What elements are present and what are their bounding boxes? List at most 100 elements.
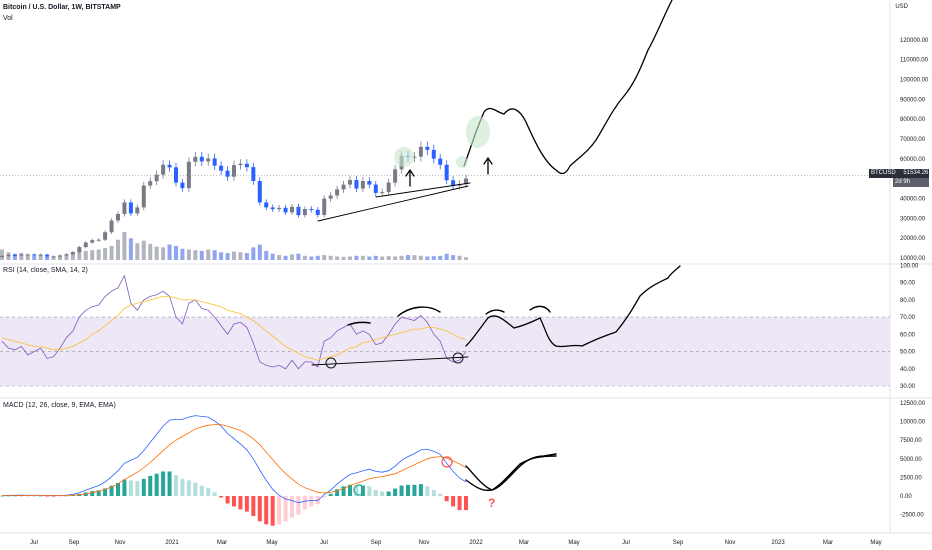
macd-histogram-bar bbox=[206, 487, 211, 496]
macd-histogram-bar bbox=[116, 482, 120, 496]
candle-body bbox=[380, 192, 385, 194]
x-tick-label: Jul bbox=[622, 540, 630, 546]
price-tick-label: 10000.00 bbox=[900, 256, 926, 262]
candle-body bbox=[212, 158, 217, 166]
volume-bar bbox=[83, 250, 88, 260]
volume-bar bbox=[206, 249, 211, 260]
volume-bar bbox=[19, 253, 24, 260]
macd-tick-label: 7500.00 bbox=[900, 438, 922, 444]
candle-body bbox=[393, 169, 398, 183]
volume-bar bbox=[122, 232, 127, 260]
macd-histogram-bar bbox=[418, 484, 423, 496]
macd-histogram-bar bbox=[122, 479, 127, 496]
macd-histogram-bar bbox=[128, 480, 133, 496]
volume-bar bbox=[38, 254, 43, 260]
volume-bar bbox=[45, 256, 50, 260]
rsi-tick-label: 50.00 bbox=[900, 350, 916, 356]
candle-body bbox=[96, 239, 101, 241]
macd-histogram-bar bbox=[225, 496, 230, 504]
price-tick-label: 70000.00 bbox=[900, 137, 926, 143]
price-tick-label: 20000.00 bbox=[900, 236, 926, 242]
candle-body bbox=[451, 180, 456, 186]
candle-body bbox=[6, 255, 11, 257]
volume-bar bbox=[354, 255, 359, 260]
candle-body bbox=[193, 156, 198, 162]
macd-histogram-bar bbox=[399, 485, 404, 496]
candle-body bbox=[51, 256, 56, 258]
volume-bar bbox=[367, 256, 372, 260]
candle-body bbox=[264, 202, 269, 208]
candle-body bbox=[386, 182, 391, 193]
macd-histogram-bar bbox=[148, 475, 153, 496]
x-tick-label: May bbox=[266, 540, 277, 546]
macd-tick-label: 2500.00 bbox=[900, 475, 922, 481]
candle-body bbox=[161, 164, 166, 175]
volume-bar bbox=[109, 246, 114, 260]
macd-histogram-bar bbox=[431, 490, 436, 496]
rsi-pane bbox=[0, 274, 890, 387]
price-candles bbox=[0, 141, 468, 258]
macd-histogram-bar bbox=[354, 485, 359, 496]
volume-bar bbox=[180, 248, 185, 260]
macd-tick-label: -2500.00 bbox=[900, 513, 924, 519]
candle-body bbox=[302, 208, 307, 216]
volume-bar bbox=[186, 249, 191, 260]
volume-bar bbox=[399, 255, 404, 260]
candle-body bbox=[257, 181, 262, 203]
price-support-line bbox=[317, 185, 469, 222]
candle-body bbox=[206, 158, 211, 162]
volume-bar bbox=[96, 249, 101, 260]
macd-histogram-bar bbox=[0, 495, 4, 497]
question-annotation: ? bbox=[488, 496, 496, 510]
rsi-forecast-drawing bbox=[465, 265, 681, 348]
macd-histogram-bar bbox=[38, 495, 43, 497]
x-tick-label: Mar bbox=[519, 540, 529, 546]
candle-body bbox=[128, 202, 133, 214]
badge-countdown: 2d 9h bbox=[893, 178, 929, 187]
volume-bar bbox=[135, 243, 140, 260]
volume-bar bbox=[238, 252, 243, 260]
candle-body bbox=[12, 255, 17, 257]
macd-histogram-bar bbox=[154, 473, 159, 496]
volume-bar bbox=[257, 244, 262, 260]
volume-bar bbox=[219, 252, 224, 260]
macd-histogram-bar bbox=[438, 493, 443, 496]
x-tick-label: 2021 bbox=[165, 540, 179, 546]
time-axis: Jul Sep Nov 2021 Mar May Jul Sep Nov 2022 Mar May Ju… bbox=[30, 540, 882, 546]
candle-body bbox=[309, 208, 314, 210]
x-tick-label: Jul bbox=[320, 540, 328, 546]
candle-body bbox=[315, 209, 320, 215]
macd-cross-marker-bear bbox=[441, 456, 453, 468]
x-tick-label: Nov bbox=[725, 540, 736, 546]
badge-price: 51534.26 bbox=[903, 170, 929, 176]
candle-body bbox=[45, 254, 50, 257]
candle-body bbox=[354, 180, 359, 189]
volume-bar bbox=[380, 256, 385, 260]
candle-body bbox=[418, 146, 423, 157]
price-tick-label: 110000.00 bbox=[900, 58, 929, 64]
macd-forecast-lower bbox=[465, 455, 557, 492]
candle-body bbox=[425, 146, 430, 150]
candle-body bbox=[341, 184, 346, 190]
candle-body bbox=[32, 254, 37, 256]
candle-body bbox=[167, 164, 172, 168]
volume-bar bbox=[116, 239, 120, 260]
candle-body bbox=[186, 161, 191, 189]
volume-bar bbox=[283, 255, 288, 260]
rsi-label: RSI (14, close, SMA, 14, 2) bbox=[3, 267, 88, 274]
macd-cross-marker-bull bbox=[353, 484, 365, 496]
x-tick-label: Sep bbox=[673, 540, 684, 546]
macd-histogram-bar bbox=[251, 496, 256, 517]
volume-bar bbox=[360, 255, 365, 260]
macd-histogram-bar bbox=[219, 496, 224, 498]
volume-bar bbox=[161, 247, 166, 260]
rsi-trend-line bbox=[311, 356, 469, 366]
signal-line bbox=[1, 424, 467, 497]
rsi-line bbox=[1, 274, 467, 370]
rsi-tick-label: 80.00 bbox=[900, 298, 916, 304]
volume-bar bbox=[193, 250, 198, 260]
candle-body bbox=[180, 182, 185, 189]
candle-body bbox=[238, 163, 243, 166]
highlight-blob-1 bbox=[394, 147, 414, 167]
